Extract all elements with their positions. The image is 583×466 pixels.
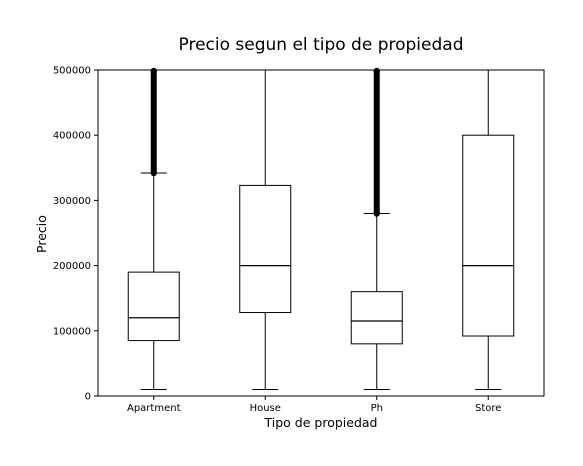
y-tick-label: 0 bbox=[85, 392, 91, 403]
x-axis-label: Tipo de propiedad bbox=[264, 415, 378, 430]
box-house bbox=[239, 69, 292, 390]
outlier-band bbox=[150, 70, 157, 174]
x-tick-label: House bbox=[250, 403, 281, 414]
outlier-point bbox=[373, 67, 380, 75]
x-tick-label: Store bbox=[475, 403, 501, 414]
ticks-layer: 0 100000 200000 300000 400000 500000 Apartment… bbox=[53, 66, 502, 415]
y-tick-label: 100000 bbox=[53, 326, 91, 337]
iqr-box bbox=[462, 134, 515, 337]
x-tick-label: Apartment bbox=[127, 403, 181, 414]
y-tick-label: 200000 bbox=[53, 261, 91, 272]
y-tick-label: 500000 bbox=[53, 66, 91, 77]
y-axis-label: Precio bbox=[34, 215, 49, 253]
iqr-box bbox=[350, 291, 403, 345]
iqr-box bbox=[239, 184, 292, 314]
box-apartment bbox=[127, 67, 180, 390]
box-store bbox=[462, 69, 515, 390]
outlier-point bbox=[150, 67, 157, 75]
boxes-layer bbox=[127, 67, 515, 390]
chart-title: Precio segun el tipo de propiedad bbox=[179, 35, 464, 55]
y-tick-label: 300000 bbox=[53, 196, 91, 207]
outlier-band bbox=[373, 70, 380, 214]
y-tick-label: 400000 bbox=[53, 131, 91, 142]
box-ph bbox=[350, 67, 403, 390]
plot-area-frame bbox=[97, 69, 545, 397]
iqr-box bbox=[127, 271, 180, 342]
x-tick-label: Ph bbox=[371, 403, 383, 414]
